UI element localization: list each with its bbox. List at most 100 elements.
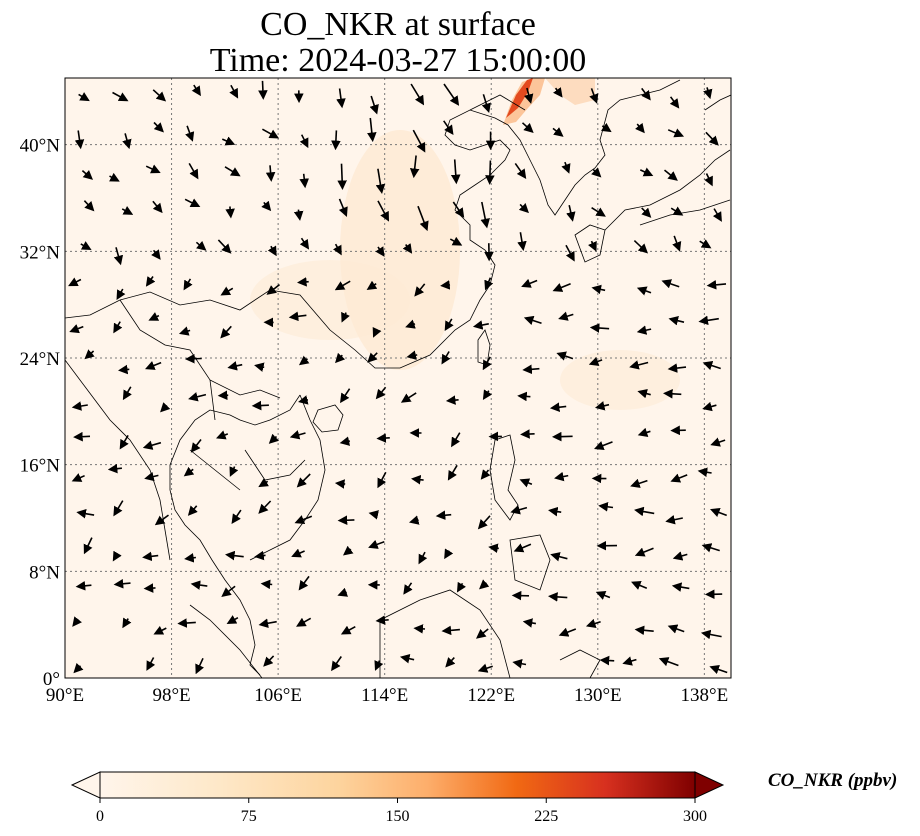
wind-arrow <box>588 356 603 366</box>
wind-arrow <box>142 440 162 450</box>
wind-arrow <box>195 657 205 675</box>
concentration-haze <box>560 350 680 410</box>
island-borneo <box>379 589 511 678</box>
wind-arrow <box>334 479 346 489</box>
island-honshu <box>604 149 731 231</box>
wind-arrow <box>377 471 387 489</box>
wind-arrow <box>637 427 651 437</box>
wind-arrow <box>151 249 161 260</box>
colorbar: 0 75 150 225 300 <box>70 771 725 825</box>
wind-arrow <box>148 312 160 321</box>
wind-arrow <box>375 246 385 257</box>
wind-arrow <box>629 360 649 370</box>
wind-arrow <box>337 163 347 190</box>
wind-arrow <box>81 169 94 180</box>
wind-arrow <box>444 548 454 560</box>
wind-arrow <box>288 311 307 322</box>
x-tick-label: 90°E <box>46 685 84 706</box>
border-inner <box>119 94 526 491</box>
wind-arrow <box>402 243 413 254</box>
wind-arrow <box>341 311 350 323</box>
colorbar-extend-min <box>70 771 101 799</box>
wind-arrow <box>220 286 234 296</box>
wind-arrow <box>296 617 312 627</box>
wind-arrow <box>452 201 465 218</box>
wind-arrow <box>113 247 124 266</box>
wind-arrow <box>561 161 571 174</box>
wind-arrow <box>254 550 266 561</box>
wind-arrow <box>441 351 451 365</box>
wind-arrow <box>671 582 690 592</box>
wind-arrow <box>520 429 535 439</box>
island-luzon <box>489 434 519 521</box>
wind-arrow <box>75 581 92 591</box>
wind-arrow <box>710 507 727 517</box>
wind-arrow <box>548 592 568 602</box>
wind-arrow <box>622 656 637 666</box>
wind-arrow <box>338 198 348 217</box>
wind-arrow <box>183 278 193 291</box>
wind-arrow <box>337 515 355 526</box>
wind-arrow <box>595 590 611 600</box>
x-tick-label: 114°E <box>361 685 408 706</box>
wind-arrow <box>145 164 161 174</box>
wind-arrow <box>440 280 451 290</box>
wind-arrow <box>299 237 310 250</box>
wind-arrow <box>68 277 82 287</box>
wind-arrow <box>552 282 571 292</box>
coast-vietnam <box>249 394 326 561</box>
wind-arrow <box>112 550 122 562</box>
wind-arrow <box>294 515 313 525</box>
plot-subtitle: Time: 2024-03-27 15:00:00 <box>209 42 587 79</box>
island-sumatra <box>189 604 263 678</box>
wind-arrow <box>521 278 538 288</box>
wind-arrow <box>699 239 712 249</box>
wind-arrow <box>331 656 342 672</box>
wind-arrow <box>403 582 413 595</box>
wind-arrow <box>109 172 120 182</box>
wind-arrow <box>480 201 490 229</box>
wind-arrow <box>669 96 680 109</box>
wind-arrow <box>217 239 232 254</box>
co-plume-haze <box>545 78 595 105</box>
wind-arrow <box>146 657 156 671</box>
wind-arrow <box>229 84 239 99</box>
wind-arrow <box>451 432 461 448</box>
wind-arrow <box>704 173 713 187</box>
wind-arrow <box>265 165 276 182</box>
wind-arrow <box>121 206 134 215</box>
wind-arrow <box>456 581 467 593</box>
wind-arrow <box>376 433 390 443</box>
wind-arrow <box>670 206 684 216</box>
wind-arrow <box>372 326 382 338</box>
wind-arrow <box>107 463 122 474</box>
wind-arrow <box>366 280 378 290</box>
wind-arrow <box>697 467 712 478</box>
wind-arrow <box>258 500 272 514</box>
wind-arrow <box>698 315 719 326</box>
wind-arrow <box>449 236 463 246</box>
wind-arrow <box>113 578 131 589</box>
colorbar-gradient <box>99 771 696 799</box>
wind-arrow <box>641 87 651 101</box>
colorbar-label: CO_NKR (ppbv) <box>768 770 898 791</box>
wind-arrow <box>375 168 386 194</box>
wind-arrow <box>377 200 390 222</box>
wind-arrow <box>145 361 162 370</box>
wind-arrow <box>672 551 688 561</box>
wind-arrow <box>339 436 351 446</box>
wind-arrow <box>565 244 575 262</box>
wind-arrow <box>485 160 495 185</box>
wind-arrow <box>670 473 688 483</box>
wind-arrow <box>668 316 685 326</box>
wind-arrow <box>443 120 454 136</box>
wind-arrow <box>84 349 95 360</box>
wind-arrow <box>523 315 542 326</box>
wind-arrow <box>418 551 428 565</box>
wind-arrow <box>367 117 377 143</box>
wind-arrow <box>636 325 652 335</box>
wind-arrow <box>588 240 597 252</box>
wind-arrow <box>641 207 652 218</box>
x-axis-labels: 90°E 98°E 106°E 114°E 122°E 130°E 138°E <box>46 685 728 706</box>
wind-arrow <box>400 392 417 403</box>
